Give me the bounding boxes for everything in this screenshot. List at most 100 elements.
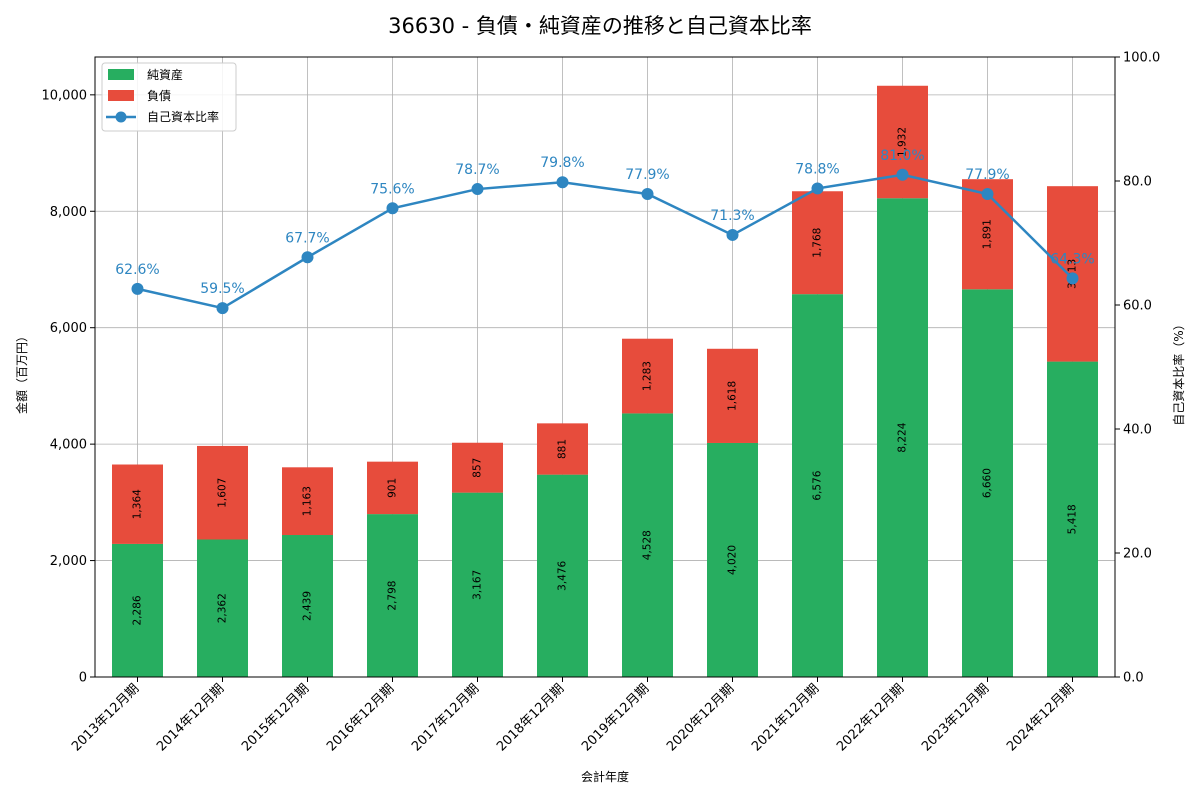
- ratio-label: 67.7%: [285, 230, 329, 246]
- legend-label-ratio: 自己資本比率: [147, 109, 219, 124]
- bar-liabilities: [707, 348, 758, 443]
- ratio-label: 79.8%: [540, 155, 584, 171]
- x-tick-label: 2016年12月期: [324, 681, 397, 754]
- bar-net-assets: [112, 543, 163, 677]
- y-tick-label: 8,000: [50, 205, 87, 220]
- bar-label-liabilities: 1,364: [132, 489, 144, 519]
- x-axis-title: 会計年度: [581, 769, 629, 784]
- bar-net-assets: [877, 198, 928, 677]
- legend-swatch-ratio-marker: [115, 111, 127, 123]
- ratio-point: [386, 202, 399, 215]
- bar-liabilities: [197, 445, 248, 540]
- ratio-point: [471, 183, 484, 196]
- bar-net-assets: [622, 413, 673, 677]
- legend-box: [101, 62, 237, 132]
- bar-label-liabilities: 881: [557, 439, 569, 459]
- bar-label-net-assets: 6,576: [812, 470, 824, 500]
- legend-swatch-liabilities: [108, 90, 134, 101]
- legend-label-net-assets: 純資産: [147, 67, 183, 82]
- bar-label-net-assets: 2,362: [217, 593, 229, 623]
- bar-net-assets: [452, 492, 503, 677]
- bar-label-net-assets: 2,286: [132, 595, 144, 625]
- ratio-label: 81.0%: [880, 148, 924, 164]
- ratio-line-layer: 62.6% 59.5% 67.7% 75.6% 78.7% 79.8% 77.9% 71.3%…: [115, 148, 1095, 315]
- ratio-point: [981, 188, 994, 201]
- legend-label-liabilities: 負債: [147, 88, 171, 103]
- ratio-label: 71.3%: [710, 208, 754, 224]
- ratio-label: 78.8%: [795, 161, 839, 177]
- bar-label-net-assets: 4,020: [727, 545, 739, 575]
- ratio-point: [216, 302, 229, 315]
- y-tick-label: 10,000: [42, 88, 88, 103]
- bar-liabilities: [622, 338, 673, 414]
- ratio-label: 64.3%: [1050, 251, 1094, 267]
- x-tick-label: 2015年12月期: [239, 681, 312, 754]
- bar-liabilities: [792, 191, 843, 295]
- bar-label-liabilities: 1,768: [812, 228, 824, 258]
- bar-liabilities: [452, 442, 503, 493]
- y-tick-label: 4,000: [50, 438, 87, 453]
- plot-frame: [94, 56, 1116, 678]
- y2-axis-title: 自己資本比率（%）: [1171, 318, 1186, 425]
- x-tick-label: 2014年12月期: [154, 681, 227, 754]
- ratio-point: [726, 228, 739, 241]
- bar-label-liabilities: 1,163: [302, 486, 314, 516]
- y-tick-label: 2,000: [50, 554, 87, 569]
- bar-net-assets: [792, 294, 843, 677]
- bar-liabilities: [537, 423, 588, 475]
- bar-liabilities: [112, 464, 163, 544]
- y2-tick-label: 60.0: [1123, 299, 1152, 314]
- ratio-label: 78.7%: [455, 162, 499, 178]
- bar-label-net-assets: 2,439: [302, 591, 314, 621]
- bar-net-assets: [197, 539, 248, 677]
- ratio-label: 77.9%: [965, 167, 1009, 183]
- bar-label-net-assets: 3,167: [472, 570, 484, 600]
- ratio-point: [811, 182, 824, 195]
- bar-label-liabilities: 901: [387, 478, 399, 498]
- ratio-point: [1066, 272, 1079, 285]
- ratio-point: [301, 251, 314, 264]
- bar-net-assets: [282, 535, 333, 677]
- bar-label-net-assets: 2,798: [387, 581, 399, 611]
- y-tick-label: 0: [79, 671, 87, 686]
- ratio-point: [896, 168, 909, 181]
- y2-tick-label: 40.0: [1123, 423, 1152, 438]
- ratio-label: 75.6%: [370, 181, 414, 197]
- bar-net-assets: [707, 442, 758, 677]
- x-tick-label: 2018年12月期: [494, 681, 567, 754]
- ratio-point: [131, 282, 144, 295]
- ratio-point: [641, 188, 654, 201]
- bar-net-assets: [962, 289, 1013, 677]
- legend-swatch-net-assets: [108, 69, 134, 80]
- x-tick-label: 2019年12月期: [579, 681, 652, 754]
- ratio-label: 77.9%: [625, 167, 669, 183]
- ratio-point: [556, 176, 569, 189]
- ratio-label: 62.6%: [115, 262, 159, 278]
- y2-tick-label: 20.0: [1123, 547, 1152, 562]
- bar-label-net-assets: 6,660: [982, 468, 994, 498]
- y2-tick-label: 100.0: [1123, 51, 1160, 66]
- bar-label-liabilities: 1,283: [642, 361, 654, 391]
- x-tick-label: 2021年12月期: [749, 681, 822, 754]
- y-tick-label: 6,000: [50, 321, 87, 336]
- bar-label-net-assets: 8,224: [897, 422, 909, 452]
- bar-label-net-assets: 3,476: [557, 560, 569, 590]
- bar-net-assets: [1047, 361, 1098, 677]
- bar-label-liabilities: 1,607: [217, 478, 229, 508]
- x-tick-label: 2022年12月期: [834, 681, 907, 754]
- bar-label-liabilities: 857: [472, 458, 484, 478]
- bar-label-liabilities: 1,932: [897, 127, 909, 157]
- y2-tick-label: 0.0: [1123, 671, 1144, 686]
- ratio-line: [137, 173, 1074, 310]
- x-tick-label: 2023年12月期: [919, 681, 992, 754]
- bar-label-net-assets: 5,418: [1067, 504, 1079, 534]
- bars-layer: 2,286 1,364 2,362 1,607 2,439 1,163 2,798 901 3,…: [112, 85, 1098, 677]
- bar-net-assets: [367, 514, 418, 677]
- y2-tick-label: 80.0: [1123, 175, 1152, 190]
- x-tick-label: 2013年12月期: [69, 681, 142, 754]
- bar-label-liabilities: 1,618: [727, 381, 739, 411]
- bar-label-liabilities: 1,891: [982, 219, 994, 249]
- x-tick-label: 2024年12月期: [1004, 681, 1077, 754]
- bar-liabilities: [367, 461, 418, 515]
